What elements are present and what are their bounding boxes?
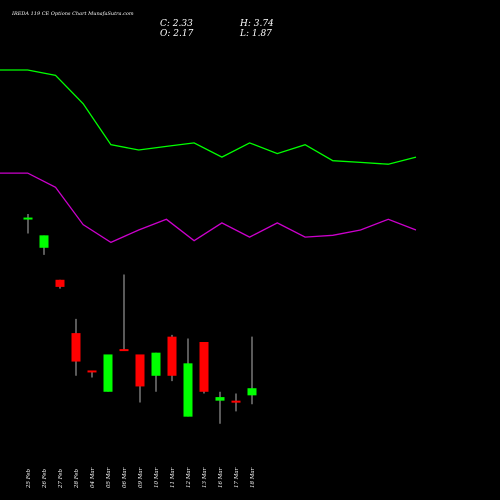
x-tick-label: 09 Mar — [138, 467, 144, 488]
candle-body — [87, 370, 97, 373]
candle-body — [199, 342, 209, 392]
x-tick-label: 28 Feb — [74, 468, 80, 489]
candle-body — [167, 336, 177, 376]
chart-title: IREDA 119 CE Options Chart MunafaSutra.c… — [12, 11, 134, 17]
candle-body — [215, 397, 225, 401]
candle-body — [103, 354, 113, 392]
candle-body — [119, 349, 129, 352]
x-tick-label: 10 Mar — [154, 467, 160, 488]
x-tick-label: 18 Mar — [250, 467, 256, 488]
close-value: C: 2.33 — [160, 19, 193, 29]
candle-body — [71, 333, 81, 362]
open-value: O: 2.17 — [160, 29, 194, 39]
x-tick-label: 26 Feb — [42, 468, 48, 489]
overlay-line-1 — [0, 69, 417, 165]
x-tick-label: 05 Mar — [106, 467, 112, 488]
candle-body — [151, 352, 161, 376]
x-tick-label: 25 Feb — [26, 468, 32, 489]
candle-body — [183, 363, 193, 417]
x-tick-label: 17 Mar — [234, 467, 240, 488]
x-tick-label: 13 Mar — [202, 467, 208, 488]
x-tick-label: 16 Mar — [218, 467, 224, 488]
high-value: H: 3.74 — [240, 19, 274, 29]
x-tick-label: 04 Mar — [90, 467, 96, 488]
candle-body — [231, 400, 241, 403]
overlay-line-2 — [0, 172, 417, 244]
x-tick-label: 11 Mar — [170, 467, 176, 488]
candle-body — [23, 217, 33, 220]
candle-body — [135, 354, 145, 387]
candle-body — [247, 388, 257, 396]
low-value: L: 1.87 — [240, 29, 272, 39]
x-tick-label: 06 Mar — [122, 467, 128, 488]
x-tick-label: 27 Feb — [58, 468, 64, 489]
candle-body — [55, 279, 65, 287]
x-tick-label: 12 Mar — [186, 467, 192, 488]
candle-body — [39, 235, 49, 248]
